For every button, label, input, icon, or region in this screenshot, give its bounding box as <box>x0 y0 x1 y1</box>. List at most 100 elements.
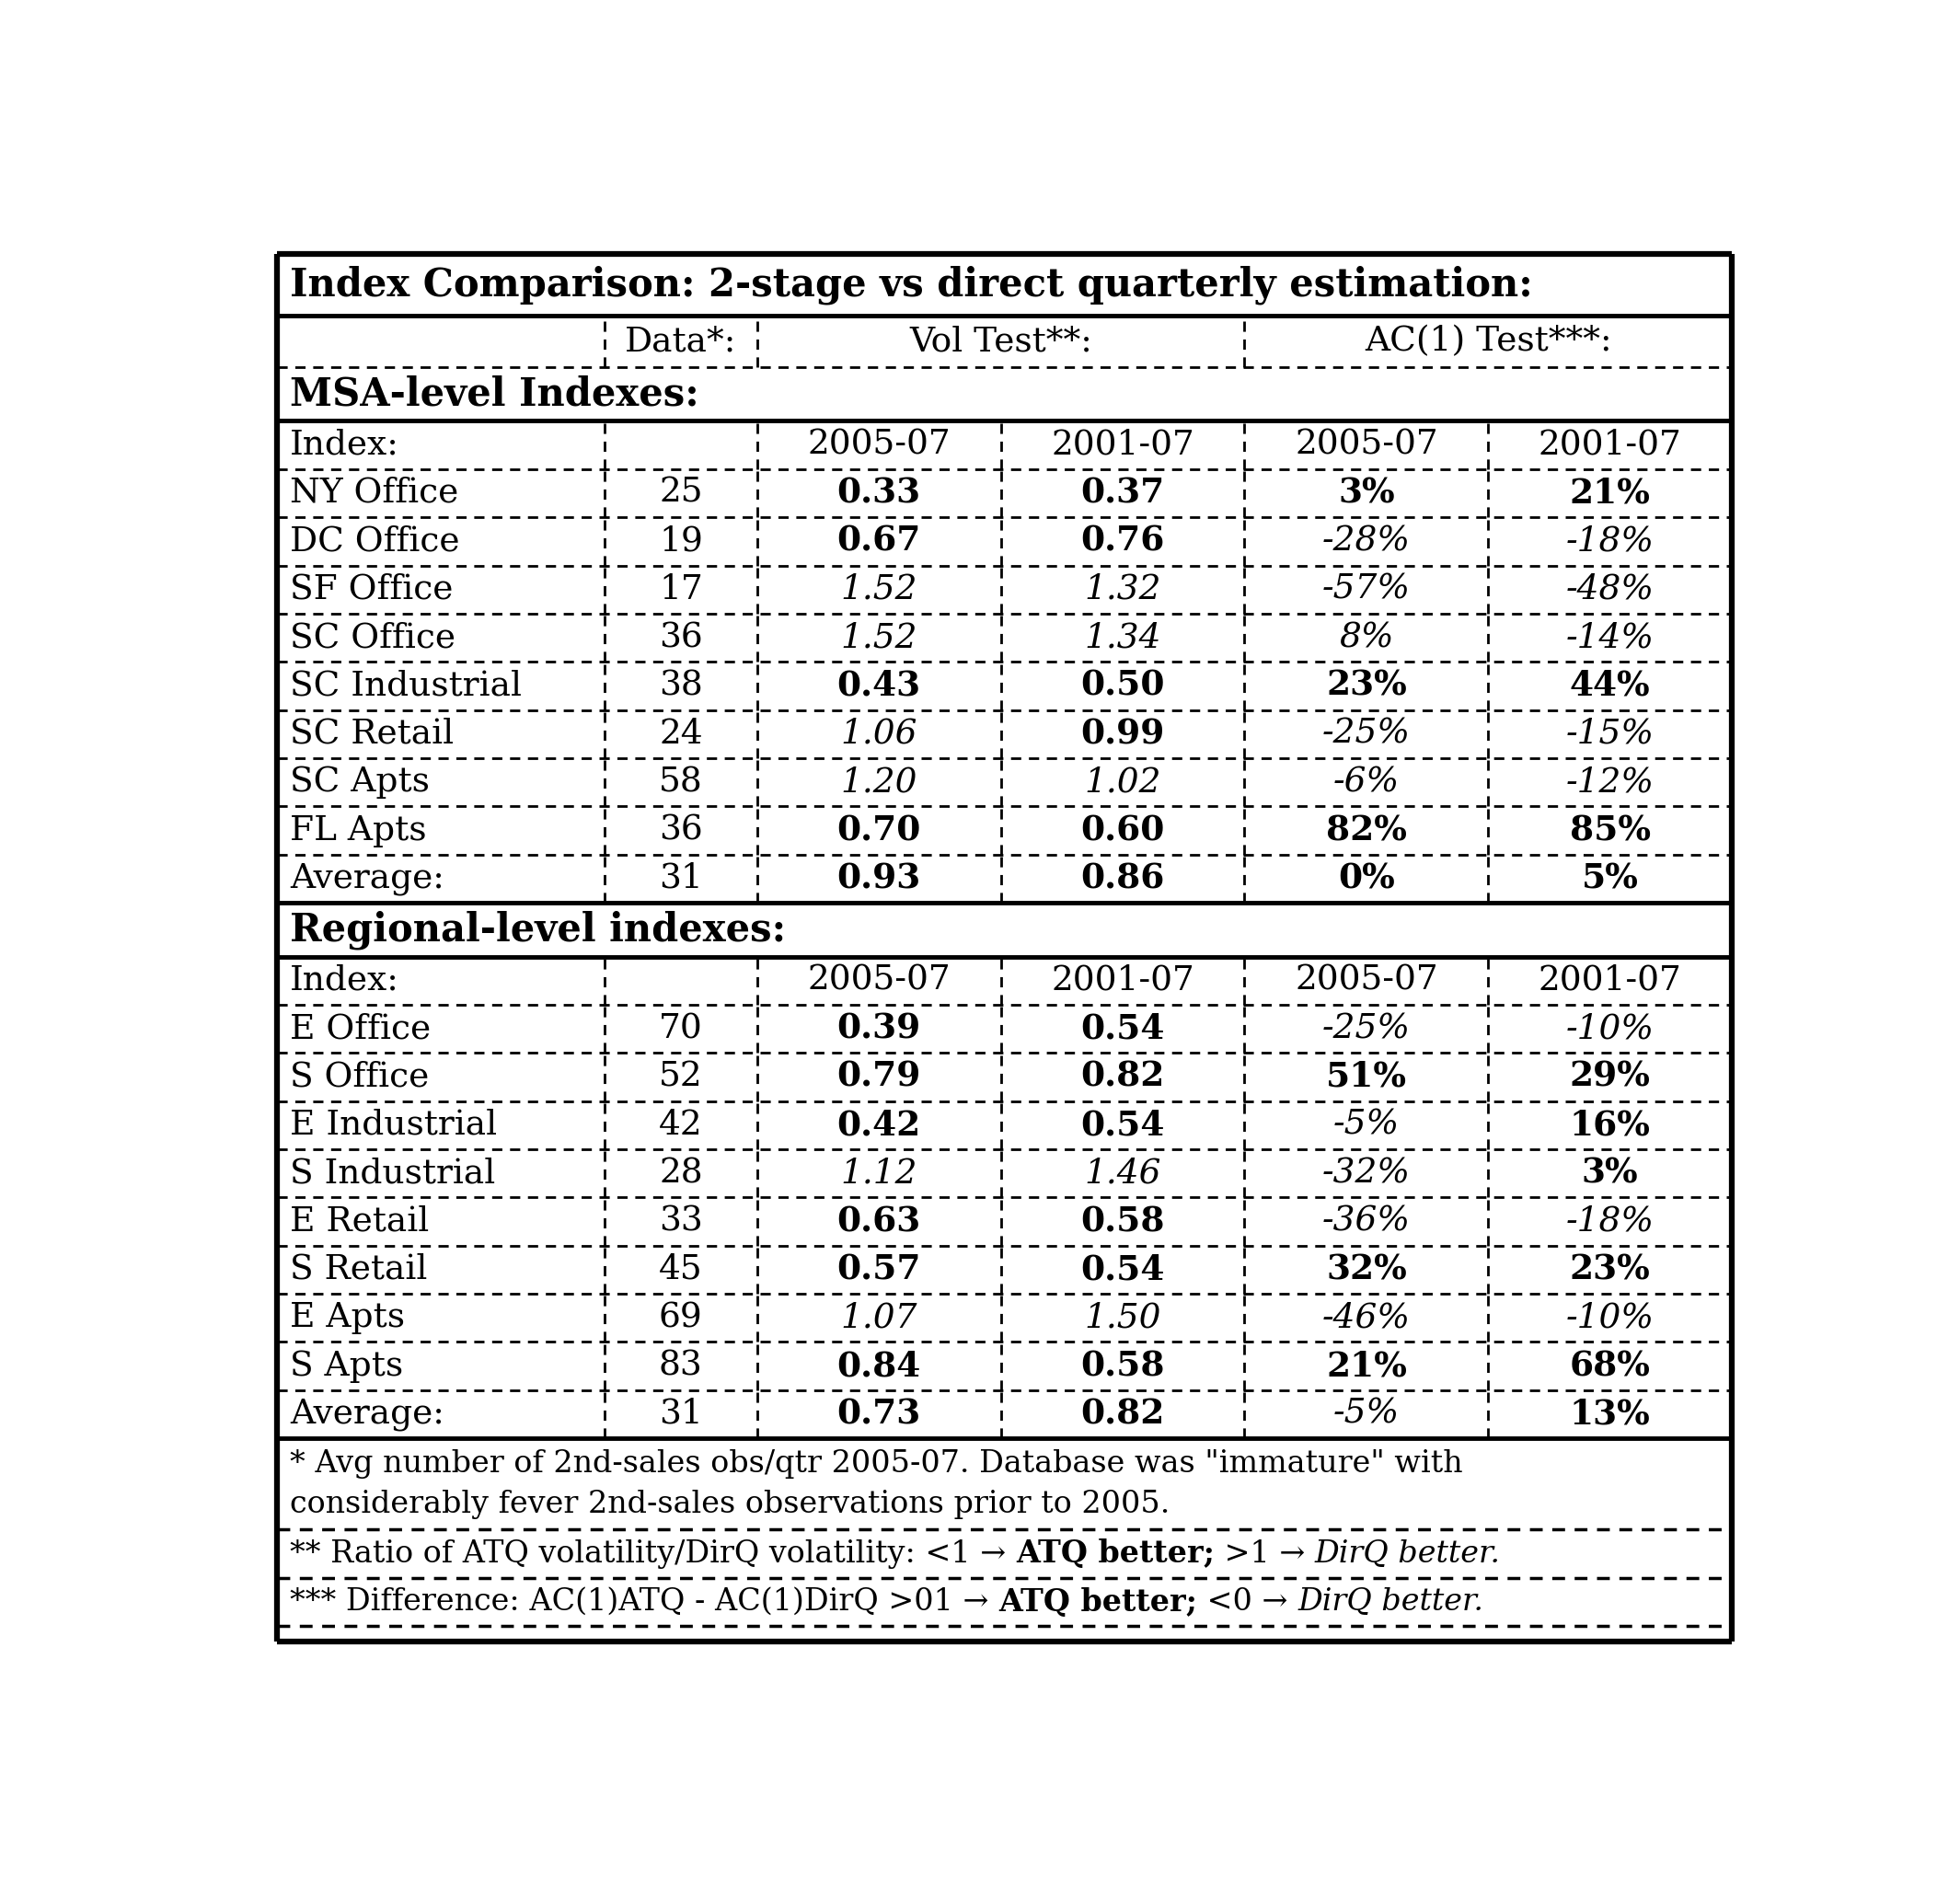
Text: 0.58: 0.58 <box>1080 1348 1164 1382</box>
Text: E Industrial: E Industrial <box>290 1108 498 1142</box>
Text: -6%: -6% <box>1333 766 1399 798</box>
Text: 31: 31 <box>659 862 704 896</box>
Text: * Avg number of 2nd-sales obs/qtr 2005-07. Database was "immature" with: * Avg number of 2nd-sales obs/qtr 2005-0… <box>290 1450 1462 1478</box>
Text: S Office: S Office <box>290 1061 429 1093</box>
Text: ATQ better;: ATQ better; <box>1015 1538 1215 1568</box>
Text: 38: 38 <box>659 669 704 702</box>
Text: 0.82: 0.82 <box>1080 1397 1164 1431</box>
Text: ATQ better;: ATQ better; <box>998 1587 1198 1617</box>
Text: 1.32: 1.32 <box>1084 573 1160 607</box>
Text: 0.33: 0.33 <box>837 477 921 511</box>
Text: 1.50: 1.50 <box>1084 1301 1160 1335</box>
Text: 0.60: 0.60 <box>1080 813 1164 847</box>
Text: -36%: -36% <box>1323 1206 1411 1238</box>
Text: 23%: 23% <box>1570 1253 1650 1286</box>
Text: 70: 70 <box>659 1012 704 1046</box>
Text: *** Difference: AC(1)ATQ - AC(1)DirQ >01 →: *** Difference: AC(1)ATQ - AC(1)DirQ >01… <box>290 1587 998 1617</box>
Text: -14%: -14% <box>1566 622 1654 654</box>
Text: 28: 28 <box>659 1157 704 1191</box>
Text: 0.99: 0.99 <box>1080 717 1164 751</box>
Text: 21%: 21% <box>1327 1348 1407 1382</box>
Text: MSA-level Indexes:: MSA-level Indexes: <box>290 376 700 413</box>
Text: ** Ratio of ATQ volatility/DirQ volatility: <1 →: ** Ratio of ATQ volatility/DirQ volatili… <box>290 1540 1015 1568</box>
Text: 23%: 23% <box>1327 669 1407 702</box>
Text: 68%: 68% <box>1570 1348 1650 1382</box>
Text: 2005-07: 2005-07 <box>808 428 951 462</box>
Text: 0.50: 0.50 <box>1080 669 1164 702</box>
Text: 2005-07: 2005-07 <box>808 963 951 997</box>
Text: 1.34: 1.34 <box>1084 622 1160 654</box>
Text: Index Comparison: 2-stage vs direct quarterly estimation:: Index Comparison: 2-stage vs direct quar… <box>290 265 1533 304</box>
Text: -12%: -12% <box>1566 766 1654 798</box>
Text: S Apts: S Apts <box>290 1350 404 1382</box>
Text: 29%: 29% <box>1570 1059 1650 1095</box>
Text: E Retail: E Retail <box>290 1206 429 1238</box>
Text: 69: 69 <box>659 1301 704 1335</box>
Text: 32%: 32% <box>1327 1253 1407 1286</box>
Text: AC(1) Test***:: AC(1) Test***: <box>1364 325 1611 359</box>
Text: 0.42: 0.42 <box>837 1108 921 1142</box>
Text: 0.86: 0.86 <box>1080 862 1164 896</box>
Text: 0.43: 0.43 <box>837 669 921 702</box>
Text: 1.20: 1.20 <box>841 766 917 798</box>
Text: 42: 42 <box>659 1108 704 1142</box>
Text: 51%: 51% <box>1325 1059 1407 1095</box>
Text: SF Office: SF Office <box>290 573 453 607</box>
Text: 3%: 3% <box>1582 1157 1639 1191</box>
Text: 25: 25 <box>659 477 704 509</box>
Text: 0.57: 0.57 <box>837 1253 921 1286</box>
Text: 82%: 82% <box>1327 813 1407 847</box>
Text: -25%: -25% <box>1323 1012 1411 1046</box>
Text: Average:: Average: <box>290 862 445 896</box>
Text: 0.37: 0.37 <box>1080 477 1164 511</box>
Text: 0.70: 0.70 <box>837 813 921 847</box>
Text: 16%: 16% <box>1570 1108 1650 1142</box>
Text: 2005-07: 2005-07 <box>1296 428 1439 462</box>
Text: -18%: -18% <box>1566 524 1654 558</box>
Text: 0.73: 0.73 <box>837 1397 921 1431</box>
Text: -32%: -32% <box>1323 1157 1411 1191</box>
Text: DirQ better.: DirQ better. <box>1298 1587 1484 1617</box>
Text: -25%: -25% <box>1323 717 1411 751</box>
Text: 0.54: 0.54 <box>1080 1108 1164 1142</box>
Text: 44%: 44% <box>1570 669 1650 702</box>
Text: 13%: 13% <box>1570 1397 1650 1431</box>
Text: Regional-level indexes:: Regional-level indexes: <box>290 911 786 948</box>
Text: 33: 33 <box>659 1206 704 1238</box>
Text: Index:: Index: <box>290 963 400 997</box>
Text: -5%: -5% <box>1333 1397 1399 1431</box>
Text: -10%: -10% <box>1566 1012 1654 1046</box>
Text: 2005-07: 2005-07 <box>1296 963 1439 997</box>
Text: considerably fever 2nd-sales observations prior to 2005.: considerably fever 2nd-sales observation… <box>290 1489 1170 1519</box>
Text: SC Apts: SC Apts <box>290 766 429 798</box>
Text: 0.39: 0.39 <box>837 1012 921 1046</box>
Text: 52: 52 <box>659 1061 704 1093</box>
Text: SC Office: SC Office <box>290 622 455 654</box>
Text: 0.82: 0.82 <box>1080 1059 1164 1095</box>
Text: 1.07: 1.07 <box>841 1301 917 1335</box>
Text: DC Office: DC Office <box>290 524 461 558</box>
Text: S Retail: S Retail <box>290 1253 427 1286</box>
Text: 58: 58 <box>659 766 704 798</box>
Text: 45: 45 <box>659 1253 704 1286</box>
Text: -18%: -18% <box>1566 1206 1654 1238</box>
Text: 83: 83 <box>659 1350 704 1382</box>
Text: 21%: 21% <box>1570 477 1650 511</box>
Text: -46%: -46% <box>1323 1301 1411 1335</box>
Text: 1.12: 1.12 <box>841 1157 917 1191</box>
Text: SC Industrial: SC Industrial <box>290 669 521 702</box>
Text: -28%: -28% <box>1323 524 1411 558</box>
Text: E Apts: E Apts <box>290 1301 406 1335</box>
Text: 0.54: 0.54 <box>1080 1253 1164 1286</box>
Text: 3%: 3% <box>1339 477 1396 511</box>
Text: -10%: -10% <box>1566 1301 1654 1335</box>
Text: 0.76: 0.76 <box>1080 524 1164 558</box>
Text: 0.84: 0.84 <box>837 1348 921 1382</box>
Text: 0.67: 0.67 <box>837 524 921 558</box>
Text: >1 →: >1 → <box>1215 1540 1315 1568</box>
Text: 1.52: 1.52 <box>841 573 917 607</box>
Text: 2001-07: 2001-07 <box>1539 963 1682 997</box>
Text: Data*:: Data*: <box>625 325 737 359</box>
Text: 0.93: 0.93 <box>837 862 921 896</box>
Text: 24: 24 <box>659 717 704 751</box>
